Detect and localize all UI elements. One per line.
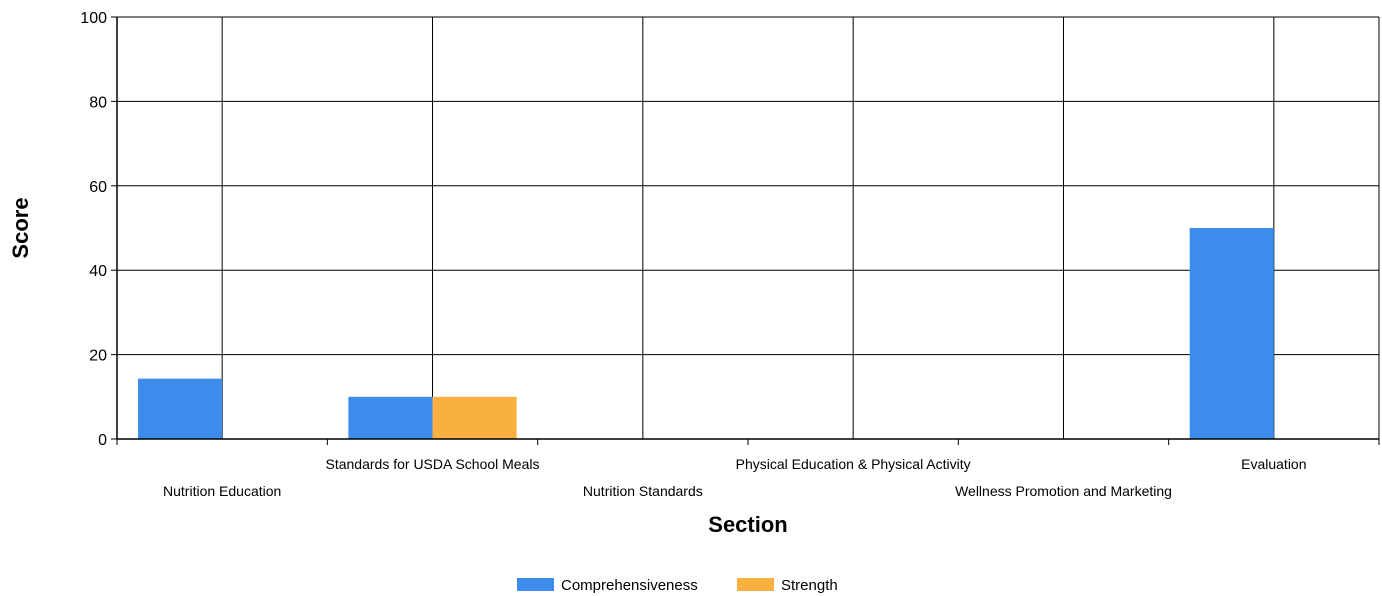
legend-label-strength: Strength [781,577,838,594]
bar-strength [432,396,517,439]
x-category-label: Nutrition Education [163,483,281,499]
legend-swatch-strength [737,578,774,591]
x-category-label: Nutrition Standards [583,483,703,499]
y-tick-label: 40 [89,263,107,280]
x-category-label: Standards for USDA School Meals [326,456,540,472]
x-category-label: Wellness Promotion and Marketing [955,483,1172,499]
bar-comprehensiveness [138,378,223,439]
y-tick-label: 60 [89,179,107,196]
axes [111,16,1380,445]
bars [138,228,1274,439]
y-tick-label: 20 [89,348,107,365]
y-tick-labels: 0 20 40 60 80 100 [80,10,107,449]
x-category-label: Physical Education & Physical Activity [736,456,971,472]
bar-comprehensiveness [1189,228,1274,439]
legend-label-comprehensiveness: Comprehensiveness [561,577,698,594]
x-category-label: Evaluation [1241,456,1306,472]
y-tick-label: 80 [89,94,107,111]
y-axis-title: Score [8,197,33,258]
y-tick-label: 100 [80,10,107,27]
x-category-labels: Nutrition Education Standards for USDA Sc… [163,456,1307,499]
legend-swatch-comprehensiveness [517,578,554,591]
legend: Comprehensiveness Strength [517,577,838,594]
grid-lines [117,16,1379,440]
y-tick-label: 0 [98,432,107,449]
x-axis-title: Section [708,512,787,537]
bar-comprehensiveness [348,396,433,439]
